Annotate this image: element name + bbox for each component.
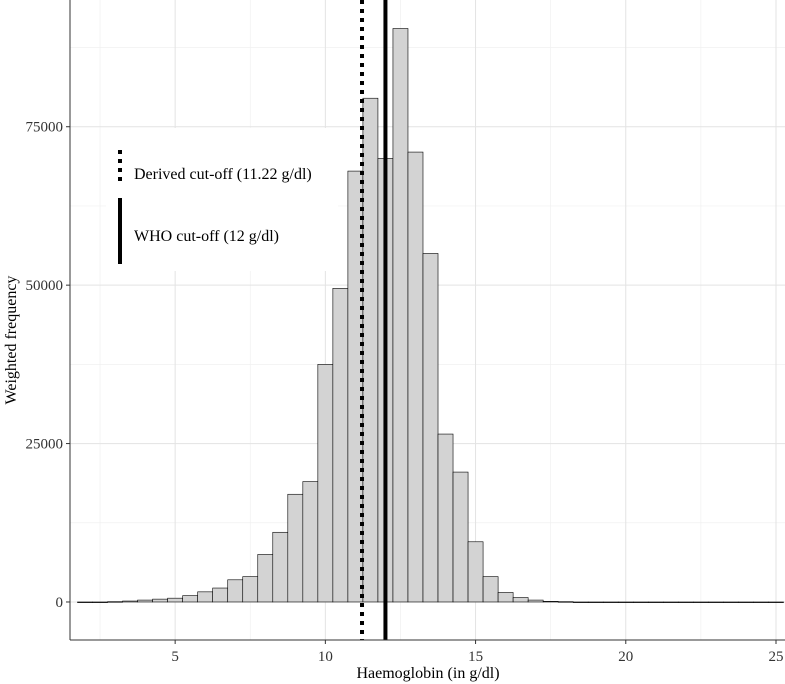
histogram-bar xyxy=(602,601,619,603)
histogram-bar xyxy=(632,601,649,603)
histogram-bar xyxy=(167,597,183,603)
histogram-bar xyxy=(212,587,229,603)
x-tick-label: 25 xyxy=(768,649,783,665)
reference-lines xyxy=(360,0,388,640)
histogram-bar xyxy=(768,601,784,603)
histogram-bar xyxy=(272,531,289,603)
legend-box xyxy=(106,128,338,271)
histogram-bar xyxy=(708,601,724,603)
histogram-bar xyxy=(753,601,769,603)
x-tick-label: 15 xyxy=(468,649,483,665)
legend: Derived cut-off (11.22 g/dl) WHO cut-off… xyxy=(106,128,338,271)
y-tick-label: 25000 xyxy=(26,437,64,453)
histogram-bar xyxy=(542,601,559,603)
histogram-bar xyxy=(332,288,349,603)
histogram-bar xyxy=(257,554,274,603)
histogram-bar xyxy=(287,493,304,603)
histogram-bar xyxy=(122,600,138,603)
legend-label-who-cutoff: WHO cut-off (12 g/dl) xyxy=(134,228,279,245)
histogram-bar xyxy=(422,253,439,603)
y-axis-title: Weighted frequency xyxy=(3,276,20,405)
histogram-bar xyxy=(663,601,679,603)
histogram-bar xyxy=(512,597,529,603)
histogram-bar xyxy=(242,576,259,603)
histogram-bar xyxy=(107,601,123,603)
histogram-bar xyxy=(723,601,739,603)
histogram-bar xyxy=(152,598,168,603)
x-tick-label: 10 xyxy=(318,649,333,665)
histogram-bar xyxy=(557,601,574,603)
histogram-bar xyxy=(467,541,484,603)
histogram-bar xyxy=(587,601,604,603)
histogram-bar xyxy=(527,599,544,603)
histogram-bar xyxy=(302,481,319,603)
y-tick-label: 75000 xyxy=(26,120,64,136)
histogram-bar xyxy=(227,579,244,603)
histogram-bar xyxy=(693,601,709,603)
y-tick-label: 50000 xyxy=(26,278,64,294)
x-axis-title: Haemoglobin (in g/dl) xyxy=(356,665,499,682)
histogram-bar xyxy=(197,591,213,603)
histogram-bar xyxy=(437,433,454,603)
histogram-bar xyxy=(482,576,499,603)
histogram-bar xyxy=(92,601,108,603)
histogram-bar xyxy=(137,599,153,603)
histogram-bar xyxy=(572,601,589,603)
histogram-bar xyxy=(392,28,409,603)
histogram-bar xyxy=(738,601,754,603)
x-tick-label: 5 xyxy=(171,649,179,665)
histogram-bar xyxy=(497,592,514,603)
histogram-bar xyxy=(77,601,93,603)
histogram-bar xyxy=(617,601,634,603)
histogram-bars xyxy=(77,28,784,603)
x-tick-label: 20 xyxy=(618,649,633,665)
histogram-bar xyxy=(678,601,694,603)
axes: 5 10 15 20 25 0 25000 50000 75000 xyxy=(26,0,785,665)
histogram-bar xyxy=(407,151,424,603)
y-tick-label: 0 xyxy=(56,595,64,611)
histogram-bar xyxy=(182,595,198,603)
histogram-bar xyxy=(317,364,334,603)
histogram-bar xyxy=(362,97,379,603)
legend-label-derived-cutoff: Derived cut-off (11.22 g/dl) xyxy=(134,166,312,183)
histogram-bar xyxy=(452,471,469,603)
histogram-bar xyxy=(648,601,664,603)
